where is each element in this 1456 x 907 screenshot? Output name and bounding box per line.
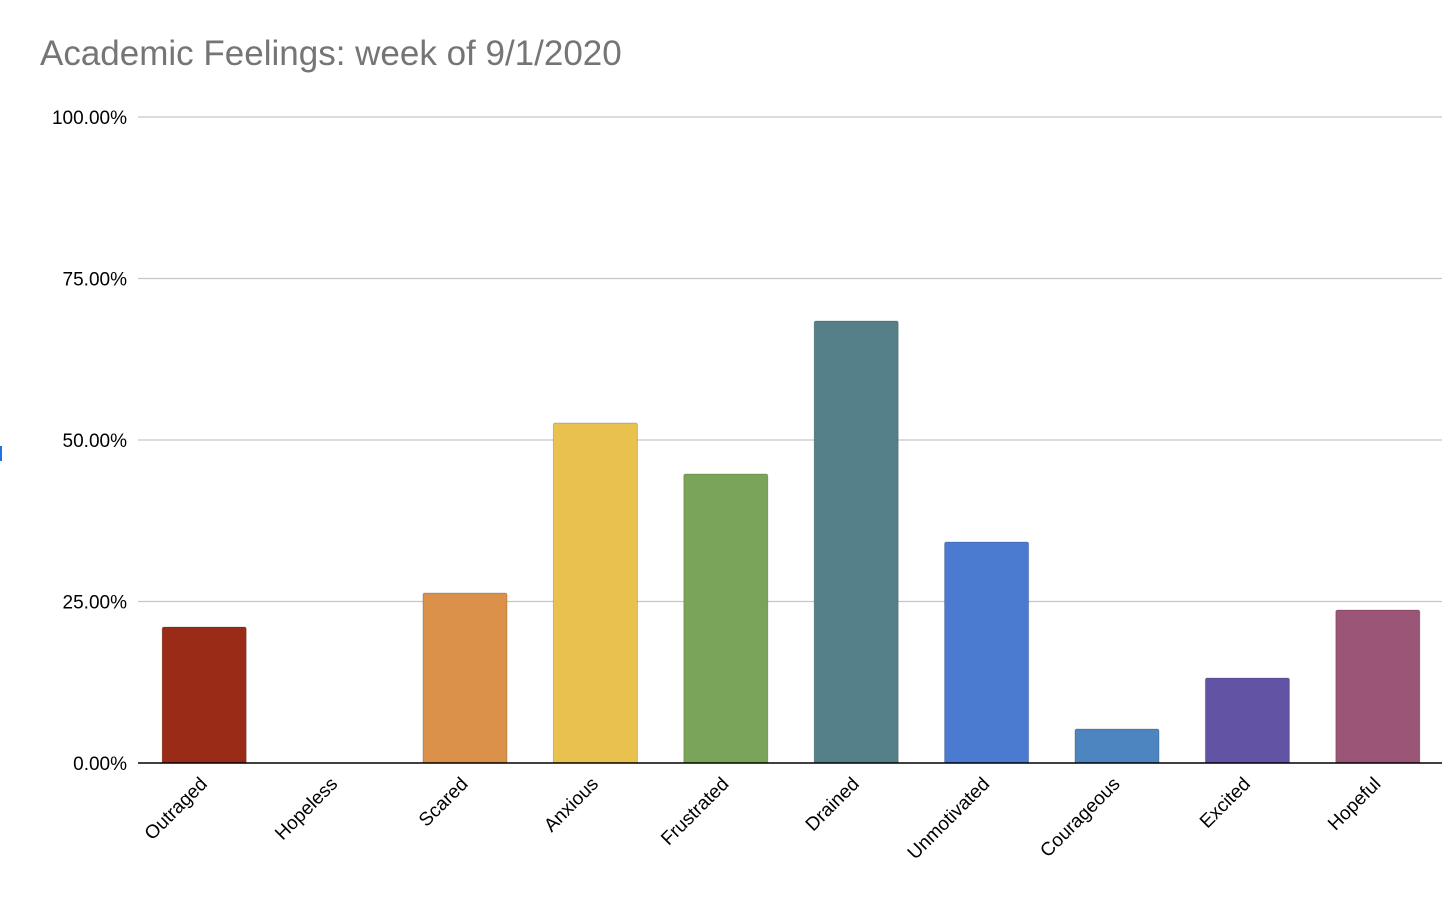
x-tick-label: Scared [415,774,472,831]
y-axis-tick-labels: 0.00% 25.00% 50.00% 75.00% 100.00% [52,108,127,775]
x-axis-tick-labels: Outraged Hopeless Scared Anxious Frustrated D… [141,774,1385,864]
x-tick-label: Excited [1196,774,1255,833]
gridlines [138,116,1442,603]
x-tick-label: Anxious [540,774,603,837]
y-tick-label: 75.00% [63,270,128,291]
bar-hopeful [1335,609,1421,764]
bar-anxious [552,422,638,764]
y-tick-label: 25.00% [63,593,128,614]
y-tick-label: 100.00% [52,108,127,129]
x-tick-label: Hopeful [1324,774,1385,835]
y-tick-label: 0.00% [73,754,127,775]
x-tick-label: Drained [802,774,864,836]
x-tick-label: Unmotivated [904,774,994,864]
x-tick-label: Frustrated [657,774,733,850]
x-tick-label: Outraged [141,774,212,845]
bars [161,320,1421,764]
x-tick-label: Courageous [1036,774,1124,862]
bar-courageous [1074,728,1160,764]
bar-excited [1204,677,1290,764]
edge-marker [0,446,2,461]
y-tick-label: 50.00% [63,431,128,452]
bar-scared [422,592,508,764]
x-tick-label: Hopeless [271,774,342,845]
chart-title: Academic Feelings: week of 9/1/2020 [40,34,622,73]
bar-outraged [161,626,247,764]
bar-frustrated [683,473,769,764]
bar-unmotivated [944,541,1030,764]
bar-drained [813,320,899,764]
